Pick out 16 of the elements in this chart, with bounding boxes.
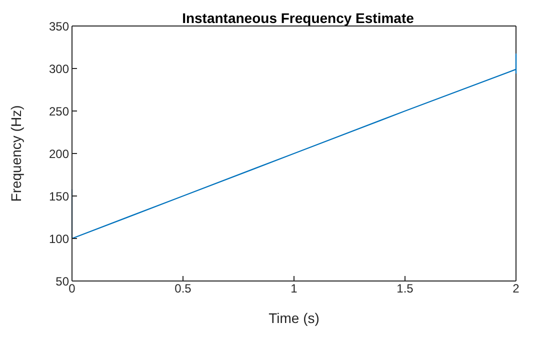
line-series xyxy=(71,53,517,240)
y-tick-label: 150 xyxy=(48,189,70,204)
y-axis-title: Frequency (Hz) xyxy=(8,105,24,202)
x-tick-label: 1 xyxy=(290,282,298,296)
chart-title: Instantaneous Frequency Estimate xyxy=(181,10,415,26)
y-tick-label: 350 xyxy=(48,19,70,34)
x-tick-label: 2 xyxy=(512,282,520,296)
x-tick-label: 0 xyxy=(68,282,76,296)
y-tick-label: 250 xyxy=(48,104,70,118)
x-axis-title: Time (s) xyxy=(268,310,320,326)
y-tick-label: 100 xyxy=(48,232,70,246)
x-tick-label: 1.5 xyxy=(396,282,414,296)
y-tick-label: 300 xyxy=(48,62,70,76)
x-tick-label: 0.5 xyxy=(174,282,192,296)
y-tick-label: 200 xyxy=(48,146,70,161)
y-tick-label: 50 xyxy=(56,274,70,288)
